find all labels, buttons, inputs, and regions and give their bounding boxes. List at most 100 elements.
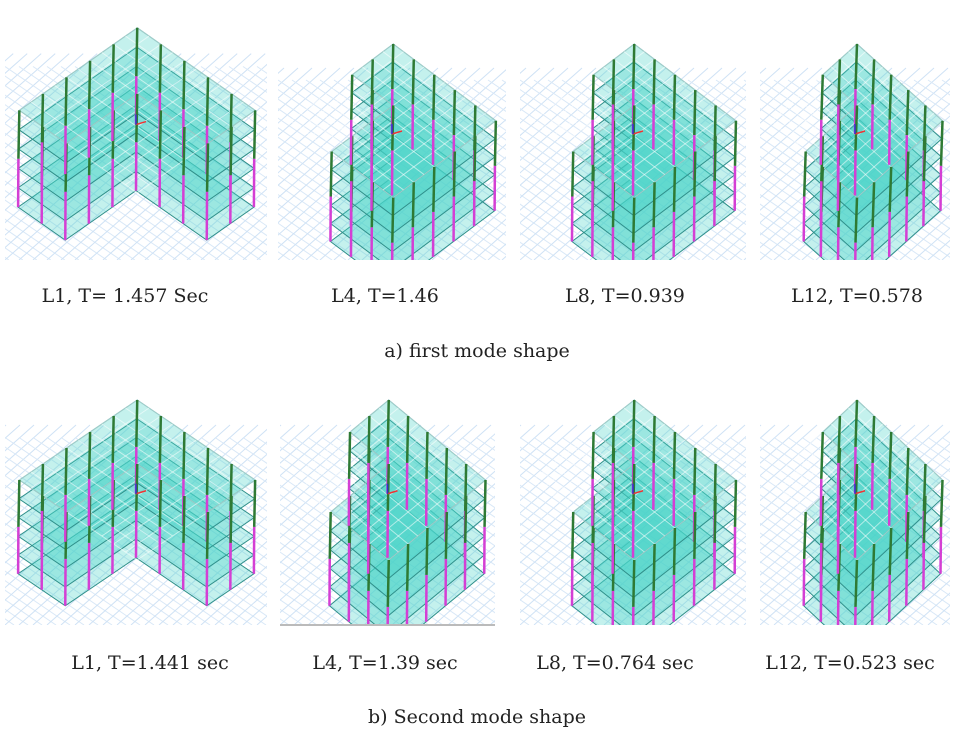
column <box>18 110 19 158</box>
column <box>89 432 90 479</box>
panel-label: L1, T=1.441 sec <box>71 652 228 674</box>
column <box>907 152 909 197</box>
column <box>855 150 856 195</box>
column <box>923 181 924 226</box>
column <box>941 166 942 211</box>
panel-label: L1, T= 1.457 Sec <box>42 285 209 307</box>
caption: b) Second mode shape <box>368 706 586 728</box>
column <box>890 167 892 212</box>
column <box>42 94 43 142</box>
column <box>838 104 839 149</box>
column <box>413 182 414 227</box>
column <box>873 182 875 227</box>
ground-grid <box>744 438 746 626</box>
column <box>907 448 909 495</box>
column <box>160 44 161 92</box>
column <box>941 480 943 527</box>
column <box>856 560 858 607</box>
column <box>674 75 675 120</box>
column <box>889 120 890 165</box>
mode-shape-image <box>278 20 506 260</box>
column <box>838 591 839 625</box>
column <box>821 75 823 120</box>
column <box>388 400 389 447</box>
column <box>735 480 736 527</box>
column <box>889 212 890 257</box>
ground-grid <box>257 438 267 626</box>
column <box>907 90 909 135</box>
column <box>821 543 822 590</box>
column <box>941 121 943 166</box>
column <box>160 480 161 527</box>
column <box>694 90 695 135</box>
column <box>160 416 161 463</box>
column <box>821 181 822 226</box>
column <box>838 463 839 510</box>
column <box>613 59 614 104</box>
column <box>572 512 573 559</box>
column <box>694 152 695 197</box>
column <box>66 448 67 495</box>
column <box>856 400 858 447</box>
column <box>889 575 890 622</box>
column <box>890 528 892 575</box>
column <box>446 448 447 495</box>
column <box>113 416 114 463</box>
column <box>349 432 350 479</box>
column <box>821 432 823 479</box>
column <box>372 59 373 104</box>
column <box>633 400 634 447</box>
column <box>593 75 594 120</box>
ground-grid <box>730 68 746 260</box>
column <box>654 544 655 591</box>
column <box>368 416 369 463</box>
column <box>872 227 873 260</box>
column <box>633 198 634 243</box>
column <box>183 432 184 479</box>
mode-shape-image <box>5 2 267 260</box>
column <box>66 77 67 125</box>
column <box>454 152 455 197</box>
column <box>89 61 90 109</box>
ground-grid <box>5 54 27 260</box>
column <box>654 416 655 463</box>
column <box>694 448 695 495</box>
column <box>804 559 805 606</box>
column <box>838 227 839 260</box>
column <box>407 416 408 463</box>
column <box>873 416 875 463</box>
column <box>474 136 475 181</box>
column <box>872 104 873 149</box>
column <box>136 400 137 447</box>
column <box>674 167 675 212</box>
column <box>855 511 856 558</box>
column <box>890 75 892 120</box>
column <box>890 432 892 479</box>
caption: a) first mode shape <box>384 340 570 362</box>
image-border <box>280 624 495 626</box>
column <box>694 512 695 559</box>
panel-label: L8, T=0.939 <box>565 285 685 307</box>
column <box>207 143 208 191</box>
panel-label: L4, T=1.39 sec <box>312 652 457 674</box>
column <box>433 167 434 212</box>
column <box>254 110 255 158</box>
column <box>941 527 942 574</box>
column <box>654 182 655 227</box>
column <box>838 59 840 104</box>
column <box>231 496 232 543</box>
column <box>821 120 822 165</box>
column <box>804 197 805 242</box>
column <box>446 512 447 559</box>
column <box>427 528 428 575</box>
column <box>207 77 208 125</box>
column <box>873 59 875 104</box>
column <box>331 152 332 197</box>
column <box>906 197 907 242</box>
panel-label: L12, T=0.578 <box>791 285 923 307</box>
column <box>113 44 114 92</box>
column <box>160 110 161 158</box>
column <box>674 432 675 479</box>
column <box>872 463 873 510</box>
column <box>923 543 924 590</box>
